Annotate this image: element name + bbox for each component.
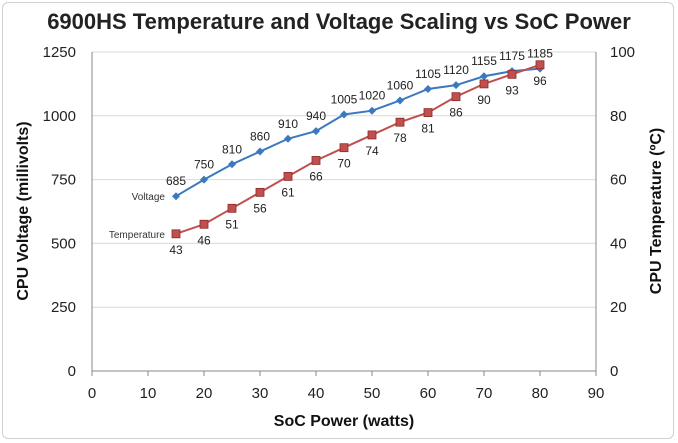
x-tick-label: 40 (308, 385, 325, 402)
y2-tick-label: 80 (610, 108, 627, 125)
data-point (312, 127, 320, 136)
y2-tick-label: 100 (610, 44, 635, 61)
data-label: 910 (278, 117, 298, 131)
data-point (507, 69, 517, 79)
data-point (340, 110, 348, 119)
series (171, 60, 545, 239)
x-tick-label: 80 (532, 385, 549, 402)
x-tick-label: 60 (420, 385, 437, 402)
x-tick-label: 70 (476, 385, 493, 402)
data-point (479, 79, 489, 89)
data-label: 940 (306, 109, 326, 123)
data-label: 70 (337, 157, 351, 171)
data-point (424, 85, 432, 94)
x-axis-title: SoC Power (watts) (274, 413, 414, 430)
gridlines (92, 51, 596, 308)
data-label: 860 (250, 130, 270, 144)
x-tick-label: 10 (140, 385, 157, 402)
data-label: 90 (477, 93, 491, 107)
data-point (311, 156, 321, 165)
data-label: 96 (533, 74, 547, 88)
series-line-voltage (175, 67, 541, 198)
data-label: 685 (166, 174, 186, 188)
x-tick-label: 90 (588, 385, 605, 402)
data-label: 61 (281, 185, 295, 199)
y-tick-label: 750 (51, 172, 76, 189)
data-point (227, 203, 237, 213)
data-point (480, 72, 488, 81)
data-point (368, 106, 376, 115)
y2-tick-label: 60 (610, 172, 627, 189)
x-tick-label: 50 (364, 385, 381, 402)
y-tick-label: 500 (51, 235, 76, 252)
x-tick-label: 30 (252, 385, 269, 402)
data-point (284, 134, 292, 143)
data-label: 750 (194, 158, 214, 172)
x-tick-label: 20 (196, 385, 213, 402)
data-label: 1155 (471, 54, 497, 68)
data-label: 1020 (359, 89, 386, 103)
data-point (200, 175, 208, 184)
y-tick-label: 1000 (43, 108, 76, 125)
data-label: 46 (197, 233, 211, 247)
y2-tick-label: 0 (610, 363, 618, 380)
y-tick-label: 1250 (43, 44, 76, 61)
data-point (451, 92, 461, 102)
series-label-voltage: Voltage (132, 192, 166, 203)
x-tick-label: 0 (88, 385, 96, 402)
data-label: 93 (505, 83, 519, 97)
data-point (172, 192, 180, 201)
data-point (255, 187, 265, 197)
data-label: 86 (449, 106, 463, 120)
data-point (452, 81, 460, 90)
data-point (535, 60, 545, 70)
chart-frame (2, 2, 674, 439)
y2-axis-title: CPU Temperature (ºC) (648, 128, 665, 294)
data-label: 1120 (443, 63, 469, 77)
data-point (367, 130, 377, 140)
data-label: 66 (309, 169, 323, 183)
series-line-temperature (175, 63, 541, 235)
data-label: 1005 (331, 93, 358, 107)
y-tick-label: 250 (51, 299, 76, 316)
data-point (228, 160, 236, 169)
data-label: 810 (222, 142, 242, 156)
data-label: 78 (393, 131, 407, 145)
data-label: 56 (253, 201, 267, 215)
data-label: 74 (365, 144, 379, 158)
data-label: 1060 (387, 78, 414, 92)
data-point (423, 108, 433, 118)
data-label: 1105 (415, 67, 441, 81)
data-point (283, 172, 293, 181)
data-label: 51 (225, 217, 239, 231)
data-point (199, 219, 209, 229)
data-label: 1175 (499, 49, 525, 63)
data-label: 43 (169, 243, 183, 257)
chart-title: 6900HS Temperature and Voltage Scaling v… (47, 9, 631, 34)
data-point (396, 96, 404, 105)
y2-tick-label: 20 (610, 299, 627, 316)
y2-tick-label: 40 (610, 235, 627, 252)
data-point (395, 117, 405, 127)
y-axis-title: CPU Voltage (millivolts) (15, 121, 32, 300)
data-point (256, 147, 264, 156)
data-label: 81 (421, 122, 435, 136)
data-point (171, 229, 181, 239)
data-point (339, 143, 349, 153)
series-label-temperature: Temperature (109, 230, 166, 241)
y-tick-label: 0 (68, 363, 76, 380)
data-label: 1185 (527, 47, 553, 61)
